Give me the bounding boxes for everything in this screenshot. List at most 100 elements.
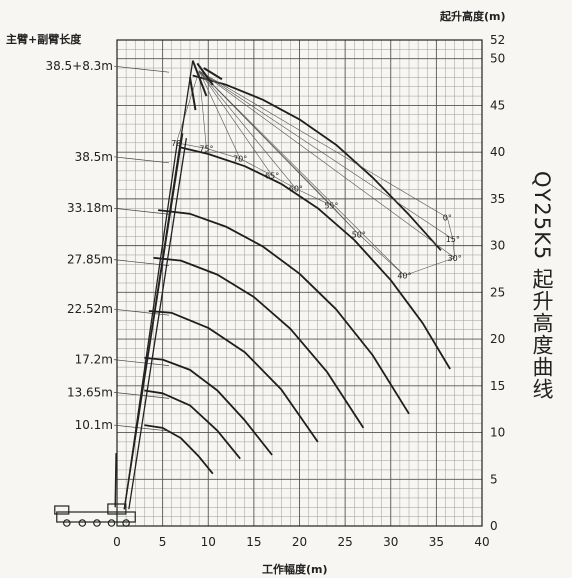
boom-length-label: 27.85m <box>67 253 113 267</box>
truss-line <box>198 70 448 218</box>
boom-length-label: 22.52m <box>67 302 113 316</box>
plot-frame <box>116 39 483 527</box>
crane-truck-icon <box>54 503 136 527</box>
truss-line <box>198 70 207 149</box>
leader-line <box>113 65 170 73</box>
x-tick-label: 20 <box>292 535 307 549</box>
boom-length-label: 38.5+8.3m <box>45 59 113 73</box>
x-tick-label: 35 <box>429 535 444 549</box>
truss-line <box>198 70 273 176</box>
jib-line <box>203 67 223 81</box>
truss-line <box>271 175 296 189</box>
chart-title: QY25K5 起升高度曲线 <box>530 170 554 400</box>
y-tick-label: 40 <box>490 145 505 159</box>
truss-line <box>452 239 455 258</box>
jib-angle-label: 78 <box>171 139 181 148</box>
boom-length-label: 38.5m <box>75 150 113 164</box>
truck-cab <box>54 505 70 515</box>
crane-turret <box>107 503 127 515</box>
jib-angle-label: 30° <box>448 254 462 263</box>
boom-length-label: 10.1m <box>75 418 113 432</box>
truss-line <box>240 158 273 176</box>
jib-angle-label: 50° <box>352 230 366 239</box>
leader-line <box>113 156 170 164</box>
boom-length-label: 17.2m <box>75 353 113 367</box>
truck-wheel <box>63 519 71 527</box>
lift-curve <box>180 146 451 370</box>
x-tick-label: 30 <box>383 535 398 549</box>
x-tick-label: 15 <box>246 535 261 549</box>
y-tick-label: 52 <box>490 33 505 47</box>
truss-line <box>447 217 454 240</box>
truss-line <box>198 70 241 159</box>
leader-line <box>113 308 170 316</box>
truck-wheel <box>78 519 87 527</box>
jib-angle-label: 70° <box>233 155 247 164</box>
truss-line <box>198 70 453 240</box>
y-tick-label: 45 <box>490 98 505 112</box>
jib-angle-label: 40° <box>397 272 411 281</box>
y-tick-label: 25 <box>490 285 505 299</box>
lift-curve <box>153 256 365 429</box>
chart-title-box: QY25K5 起升高度曲线 <box>520 150 564 420</box>
y-tick-label: 50 <box>490 52 505 66</box>
y-tick-label: 15 <box>490 379 505 393</box>
x-tick-label: 5 <box>159 535 167 549</box>
x-tick-label: 0 <box>113 535 121 549</box>
boom-length-label: 13.65m <box>67 385 113 399</box>
jib-angle-label: 65° <box>265 172 279 181</box>
y-tick-label: 30 <box>490 239 505 253</box>
boom-line <box>123 142 178 510</box>
x-axis-title: 工作幅度(m) <box>262 562 328 576</box>
short-boom-line <box>114 453 117 508</box>
leader-line <box>113 207 170 215</box>
y-tick-label: 5 <box>490 472 498 486</box>
truss-line <box>358 234 405 276</box>
x-tick-labels: 0 5 10 15 20 25 30 35 40 <box>113 535 489 549</box>
boom-length-label: 33.18m <box>67 201 113 215</box>
y-tick-label: 10 <box>490 426 505 440</box>
jib-angle-label: 55° <box>324 201 338 210</box>
boom-line <box>123 133 184 510</box>
truck-wheel <box>122 519 130 527</box>
truss-line <box>176 70 200 143</box>
truss-line <box>331 205 360 235</box>
y-right-title: 起升高度(m) <box>439 9 506 23</box>
x-tick-label: 40 <box>474 535 489 549</box>
truss-line <box>198 70 360 235</box>
y-tick-label: 0 <box>490 519 498 533</box>
lift-curve <box>192 74 442 251</box>
jib-truss <box>176 70 455 276</box>
jib-line <box>196 62 214 86</box>
jib-line <box>189 77 197 111</box>
x-tick-label: 10 <box>201 535 216 549</box>
y-tick-label: 20 <box>490 332 505 346</box>
jib-angle-label: 75° <box>199 144 213 153</box>
jib-angle-label: 0° <box>443 214 452 223</box>
y-tick-labels: 0 5 10 15 20 25 30 35 40 45 50 52 <box>490 33 505 533</box>
jib-line <box>191 60 208 97</box>
x-tick-label: 25 <box>337 535 352 549</box>
y-tick-label: 35 <box>490 192 505 206</box>
lift-curves <box>144 74 451 475</box>
lift-curve <box>144 389 241 460</box>
truss-line <box>206 148 241 159</box>
lift-curve <box>148 310 319 443</box>
jib-angle-labels: 78 75° 70° 65° 60° 55° 50° 40° 30° 15° 0° <box>171 139 462 281</box>
truss-line <box>404 257 455 276</box>
lift-curve <box>157 209 410 415</box>
boom-drawing <box>114 60 223 510</box>
jib-angle-label: 15° <box>446 235 460 244</box>
truck-wheel <box>93 519 101 527</box>
truss-line <box>198 70 405 276</box>
lift-curve <box>144 356 273 456</box>
jib-angle-label: 60° <box>289 185 303 194</box>
truck-body <box>56 511 136 523</box>
truss-line <box>198 70 297 189</box>
truss-line <box>295 188 332 206</box>
lift-curve <box>144 424 214 475</box>
leader-line <box>113 359 170 366</box>
truck-wheel <box>107 519 116 527</box>
truss-line <box>198 70 455 259</box>
